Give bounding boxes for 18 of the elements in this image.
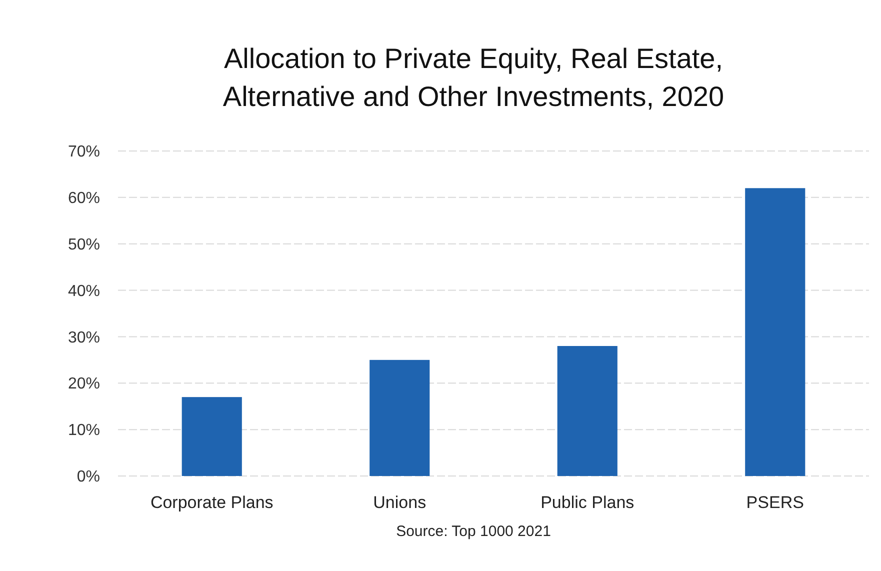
y-tick-label: 0% bbox=[76, 468, 100, 486]
x-tick-label: Corporate Plans bbox=[150, 493, 274, 512]
bar bbox=[557, 346, 618, 476]
bar bbox=[745, 188, 806, 476]
x-tick-label: PSERS bbox=[746, 493, 804, 512]
y-tick-label: 70% bbox=[68, 144, 100, 161]
y-tick-label: 50% bbox=[68, 236, 100, 254]
y-tick-label: 10% bbox=[68, 422, 100, 440]
y-tick-label: 20% bbox=[68, 376, 100, 393]
chart-title: Allocation to Private Equity, Real Estate, Alternative and Other Investments, 2020 bbox=[222, 43, 724, 112]
y-tick-label: 40% bbox=[68, 282, 100, 300]
source-note: Source: Top 1000 2021 bbox=[396, 523, 551, 540]
y-tick-label: 30% bbox=[68, 329, 100, 346]
y-tick-label: 60% bbox=[68, 190, 100, 208]
bar bbox=[182, 397, 242, 476]
x-tick-label: Unions bbox=[373, 493, 426, 512]
bar bbox=[370, 360, 430, 476]
x-tick-label: Public Plans bbox=[540, 493, 634, 512]
